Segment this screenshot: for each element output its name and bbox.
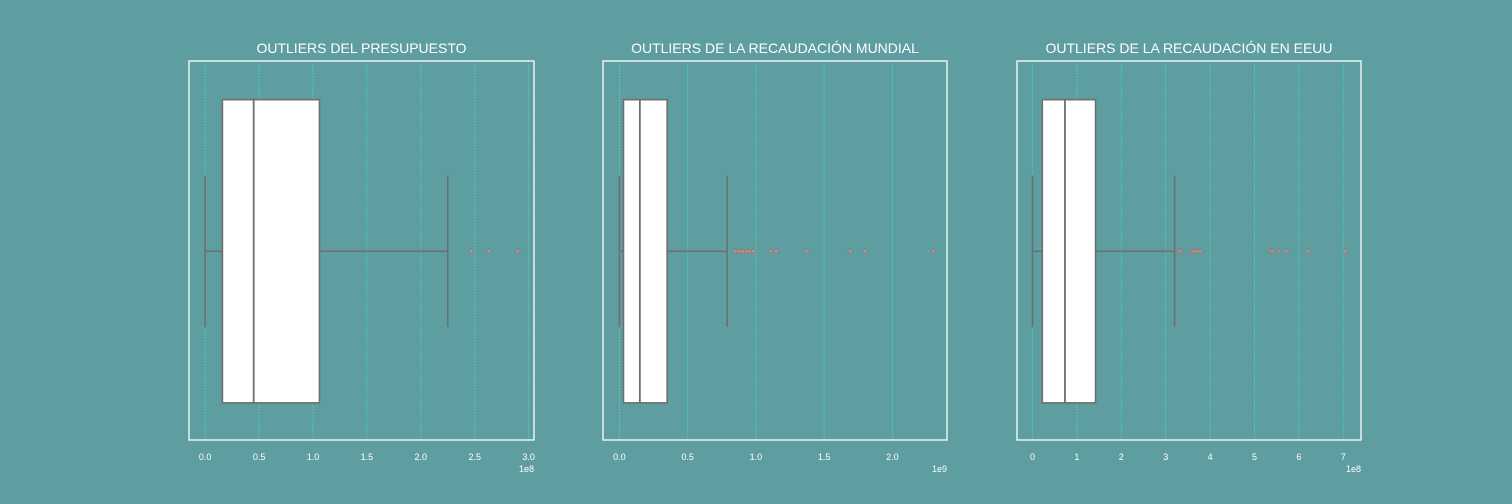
outlier-point xyxy=(1269,248,1275,255)
panel-worldwide-gross: OUTLIERS DE LA RECAUDACIÓN MUNDIAL 1e9 0… xyxy=(602,40,948,474)
x-tick-labels: 0.0 0.5 1.0 1.5 2.0 xyxy=(613,452,899,462)
outlier-point xyxy=(773,248,779,255)
box-plot xyxy=(204,98,449,404)
x-tick-label: 2.0 xyxy=(886,452,899,462)
plot-frame xyxy=(188,60,535,441)
box-plot xyxy=(618,98,729,404)
x-tick-label: 1.0 xyxy=(750,452,763,462)
panel-us-gross: OUTLIERS DE LA RECAUDACIÓN EN EEUU 1e8 0… xyxy=(1016,40,1362,474)
x-tick-label: 2 xyxy=(1119,452,1124,462)
x-tick-label: 0.0 xyxy=(613,452,626,462)
outlier-point xyxy=(486,248,492,255)
outlier-point xyxy=(468,248,475,255)
panel-title: OUTLIERS DE LA RECAUDACIÓN MUNDIAL xyxy=(631,40,919,56)
iqr-box xyxy=(1041,98,1097,404)
x-tick-label: 2.0 xyxy=(415,452,428,462)
outlier-point xyxy=(1342,248,1348,255)
box-plot xyxy=(1031,98,1176,404)
x-tick-label: 5 xyxy=(1252,452,1257,462)
x-tick-label: 6 xyxy=(1296,452,1301,462)
plot-frame xyxy=(602,60,948,441)
outlier-point xyxy=(1194,248,1200,255)
iqr-box xyxy=(221,98,321,404)
axis-offset-label: 1e9 xyxy=(932,464,947,474)
outlier-point xyxy=(1190,248,1196,255)
panel-title: OUTLIERS DE LA RECAUDACIÓN EN EEUU xyxy=(1045,40,1332,56)
outlier-point xyxy=(515,248,521,255)
x-tick-label: 1.0 xyxy=(307,452,320,462)
panel-budget: OUTLIERS DEL PRESUPUESTO 1e8 0.0 0.5 1.0 1.… xyxy=(188,40,535,474)
x-tick-label: 1.5 xyxy=(361,452,374,462)
outliers xyxy=(468,248,521,255)
panel-title: OUTLIERS DEL PRESUPUESTO xyxy=(256,40,466,56)
x-tick-label: 3.0 xyxy=(522,452,535,462)
outlier-point xyxy=(930,248,936,255)
x-tick-label: 0 xyxy=(1030,452,1035,462)
x-tick-label: 0.0 xyxy=(199,452,212,462)
x-tick-label: 0.5 xyxy=(681,452,694,462)
axis-offset-label: 1e8 xyxy=(1346,464,1361,474)
outlier-point xyxy=(750,248,756,255)
plot-frame xyxy=(1016,60,1362,441)
x-tick-label: 7 xyxy=(1341,452,1346,462)
outlier-point xyxy=(1276,248,1282,255)
outlier-point xyxy=(768,248,774,255)
outlier-point xyxy=(1306,248,1312,255)
x-tick-label: 2.5 xyxy=(468,452,481,462)
x-tick-label: 3 xyxy=(1163,452,1168,462)
outlier-point xyxy=(862,248,868,255)
x-tick-labels: 0 1 2 3 4 5 6 7 xyxy=(1030,452,1346,462)
outlier-point xyxy=(746,248,752,255)
x-tick-label: 0.5 xyxy=(253,452,266,462)
outlier-point xyxy=(847,248,853,255)
outliers xyxy=(732,248,936,255)
outlier-point xyxy=(1177,248,1183,255)
x-tick-label: 4 xyxy=(1208,452,1213,462)
iqr-box xyxy=(622,98,668,404)
x-tick-label: 1 xyxy=(1074,452,1079,462)
outlier-point xyxy=(1197,248,1203,255)
x-tick-labels: 0.0 0.5 1.0 1.5 2.0 2.5 3.0 xyxy=(199,452,535,462)
outlier-point xyxy=(803,248,809,255)
x-tick-label: 1.5 xyxy=(818,452,831,462)
axis-offset-label: 1e8 xyxy=(519,464,534,474)
outlier-point xyxy=(1283,248,1289,255)
outliers xyxy=(1176,248,1348,255)
